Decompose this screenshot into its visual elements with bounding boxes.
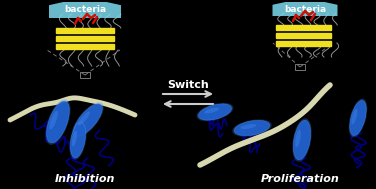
Ellipse shape — [352, 109, 357, 124]
Ellipse shape — [72, 131, 77, 147]
Text: Switch: Switch — [167, 80, 209, 90]
Ellipse shape — [70, 122, 86, 158]
Ellipse shape — [204, 108, 219, 113]
Polygon shape — [49, 2, 121, 18]
Ellipse shape — [350, 101, 366, 136]
Text: Proliferation: Proliferation — [261, 174, 340, 184]
Text: bacteria: bacteria — [284, 5, 326, 13]
Ellipse shape — [295, 129, 301, 147]
Ellipse shape — [78, 111, 90, 125]
Ellipse shape — [45, 99, 70, 145]
Ellipse shape — [293, 120, 311, 160]
Ellipse shape — [197, 103, 233, 121]
Ellipse shape — [232, 119, 272, 137]
Text: bacteria: bacteria — [64, 5, 106, 15]
Bar — [295, 64, 305, 70]
Ellipse shape — [234, 120, 270, 136]
Bar — [56, 36, 114, 40]
Ellipse shape — [47, 101, 69, 143]
Bar — [56, 28, 114, 33]
Bar — [276, 41, 331, 46]
Bar — [56, 44, 114, 49]
Ellipse shape — [293, 118, 312, 162]
Ellipse shape — [240, 124, 256, 129]
Polygon shape — [273, 2, 338, 16]
Bar — [276, 25, 331, 29]
Bar — [80, 72, 90, 78]
Ellipse shape — [49, 111, 58, 129]
Bar — [276, 33, 331, 37]
Ellipse shape — [199, 104, 232, 120]
Ellipse shape — [349, 99, 367, 137]
Ellipse shape — [74, 104, 102, 136]
Text: Inhibition: Inhibition — [55, 174, 115, 184]
Ellipse shape — [70, 120, 86, 160]
Ellipse shape — [72, 102, 104, 138]
